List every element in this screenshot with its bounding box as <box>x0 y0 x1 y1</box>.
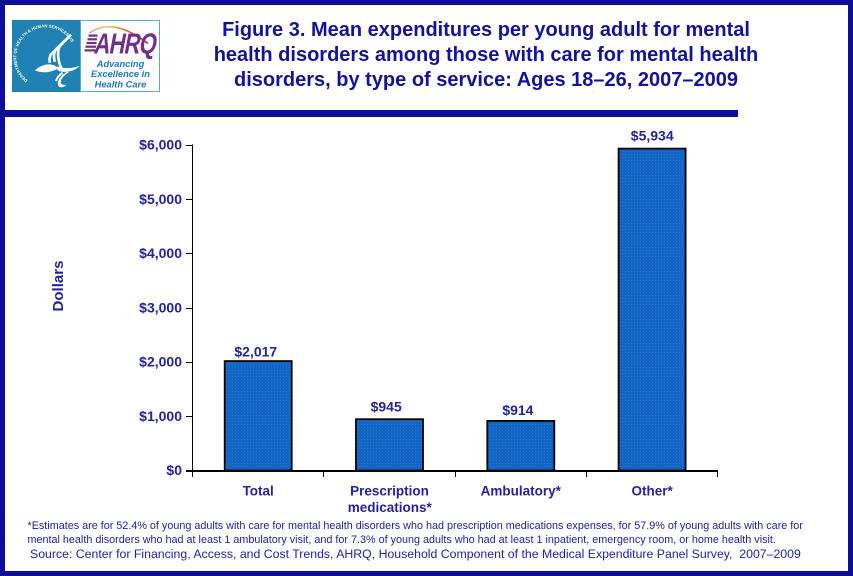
svg-text:$1,000: $1,000 <box>139 408 182 424</box>
svg-text:$6,000: $6,000 <box>139 137 182 153</box>
svg-text:Total: Total <box>243 484 274 499</box>
svg-text:Dollars: Dollars <box>50 261 67 312</box>
svg-text:$0: $0 <box>166 462 182 478</box>
svg-text:$914: $914 <box>502 402 533 418</box>
svg-text:AHRQ: AHRQ <box>92 27 160 60</box>
svg-text:$4,000: $4,000 <box>139 245 182 261</box>
svg-text:$945: $945 <box>371 398 402 414</box>
svg-text:Prescription: Prescription <box>350 484 429 499</box>
svg-text:Advancing: Advancing <box>96 59 145 69</box>
svg-text:$5,000: $5,000 <box>139 191 182 207</box>
svg-text:Ambulatory*: Ambulatory* <box>481 484 562 499</box>
svg-text:Other*: Other* <box>631 484 673 499</box>
svg-text:$5,934: $5,934 <box>631 128 674 144</box>
svg-text:$3,000: $3,000 <box>139 299 182 315</box>
svg-text:medications*: medications* <box>348 500 433 515</box>
svg-text:$2,000: $2,000 <box>139 354 182 370</box>
svg-text:$2,017: $2,017 <box>234 343 277 359</box>
svg-text:Excellence in: Excellence in <box>91 69 150 79</box>
svg-text:Health Care: Health Care <box>95 79 147 89</box>
